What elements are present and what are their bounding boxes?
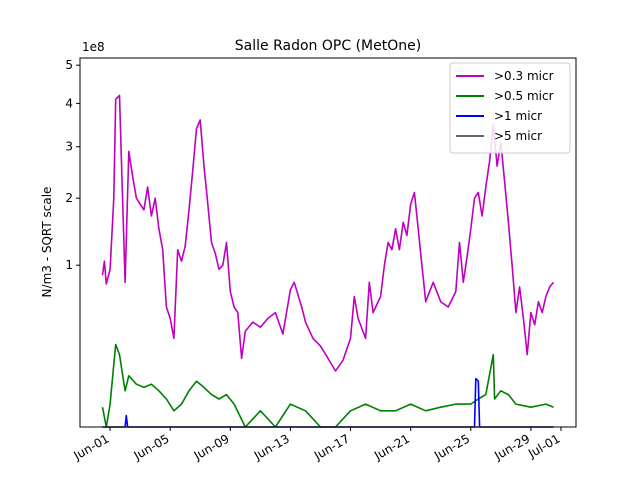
y-axis: 1 2 3 4 5 xyxy=(65,58,80,272)
series-line-1 xyxy=(101,94,555,372)
legend-entry: >1 micr xyxy=(494,109,542,123)
y-tick-label: 4 xyxy=(65,96,73,110)
legend: >0.3 micr >0.5 micr >1 micr >5 micr xyxy=(449,62,571,154)
y-tick-label: 2 xyxy=(65,191,73,205)
y-tick-label: 3 xyxy=(65,140,73,154)
x-tick-label: Jun-09 xyxy=(191,431,232,463)
x-tick-label: Jun-21 xyxy=(371,431,412,463)
series-line-2 xyxy=(101,343,554,428)
x-axis: Jun-01 Jun-05 Jun-09 Jun-13 Jun-17 Jun-21 Jun-… xyxy=(70,427,562,463)
legend-entry: >0.5 micr xyxy=(494,89,554,103)
x-tick-label: Jun-01 xyxy=(70,431,111,463)
legend-box xyxy=(449,62,571,154)
x-tick-label: Jul-01 xyxy=(525,431,562,461)
y-axis-label: N/m3 - SQRT scale xyxy=(40,187,54,298)
plot-frame xyxy=(79,57,577,428)
y-tick-label: 1 xyxy=(65,258,73,272)
x-tick-label: Jun-17 xyxy=(311,431,352,463)
x-tick-label: Jun-05 xyxy=(131,431,172,463)
legend-entry: >0.3 micr xyxy=(494,69,554,83)
x-tick-label: Jun-25 xyxy=(431,431,472,463)
legend-entry: >5 micr xyxy=(494,129,542,143)
y-offset-text: 1e8 xyxy=(82,40,105,54)
x-tick-label: Jun-13 xyxy=(251,431,292,463)
series-line-3 xyxy=(102,377,554,428)
y-tick-label: 5 xyxy=(65,58,73,72)
chart-title: Salle Radon OPC (MetOne) xyxy=(235,38,421,54)
